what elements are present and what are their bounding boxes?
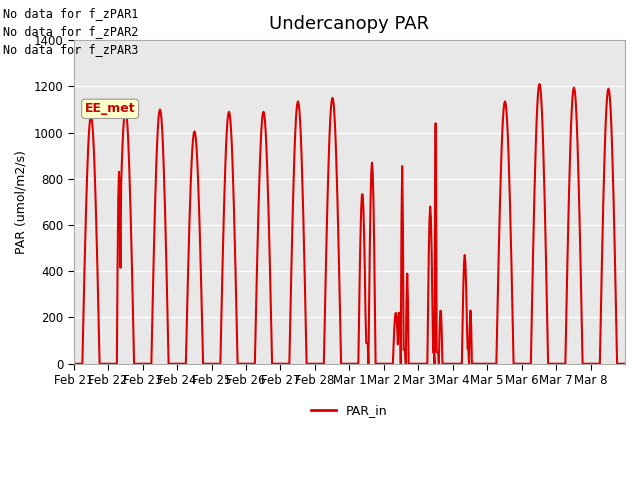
Text: No data for f_zPAR3: No data for f_zPAR3 [3,43,139,56]
Title: Undercanopy PAR: Undercanopy PAR [269,15,429,33]
Text: EE_met: EE_met [85,102,136,115]
Text: No data for f_zPAR2: No data for f_zPAR2 [3,25,139,38]
Y-axis label: PAR (umol/m2/s): PAR (umol/m2/s) [15,150,28,254]
Text: No data for f_zPAR1: No data for f_zPAR1 [3,7,139,20]
Legend: PAR_in: PAR_in [306,399,393,422]
